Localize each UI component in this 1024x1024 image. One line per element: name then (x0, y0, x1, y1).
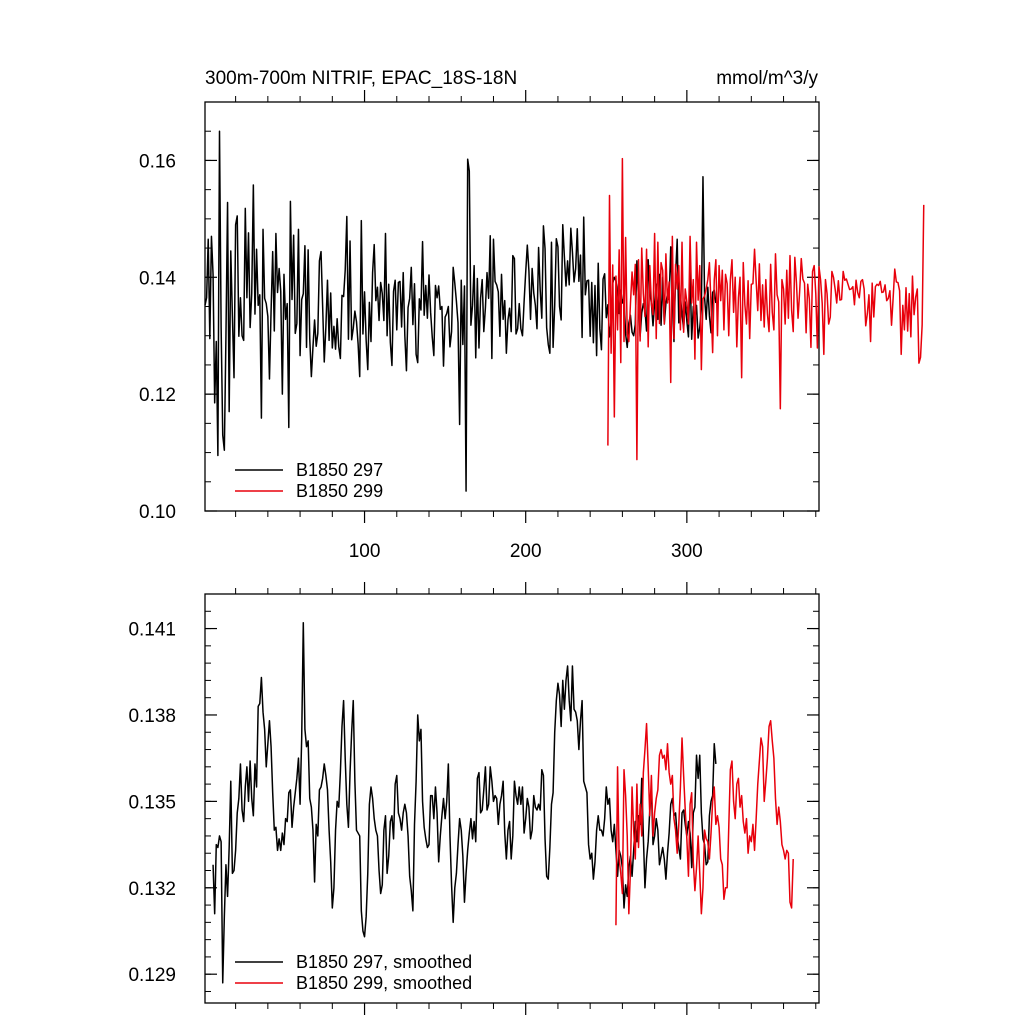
legend-label: B1850 299 (296, 481, 383, 501)
x-tick-label: 200 (510, 541, 542, 562)
legend-label: B1850 297, smoothed (296, 952, 472, 972)
y-tick-label: 0.135 (128, 792, 176, 813)
top-panel: 300m-700m NITRIF, EPAC_18S-18N mmol/m^3/… (139, 68, 925, 562)
legend: B1850 297 B1850 299 (235, 460, 383, 501)
series-line-1 (204, 130, 717, 492)
series-line-2 (607, 157, 925, 461)
y-tick-label: 0.14 (139, 268, 176, 289)
axis-ticks (205, 90, 819, 523)
legend-label: B1850 297 (296, 460, 383, 480)
y-tick-label: 0.138 (128, 706, 176, 727)
series-group (212, 622, 794, 984)
plot-frame (204, 593, 820, 1004)
series-line-1 (212, 622, 717, 984)
y-axis: 0.129 0.132 0.135 0.138 0.141 (128, 620, 176, 987)
legend-label: B1850 299, smoothed (296, 973, 472, 993)
y-tick-label: 0.12 (139, 385, 176, 406)
series-line-2 (615, 719, 794, 926)
y-tick-label: 0.132 (128, 879, 176, 900)
panel-title: 300m-700m NITRIF, EPAC_18S-18N (205, 68, 517, 89)
x-axis: 100 200 300 (349, 541, 703, 562)
y-axis: 0.10 0.12 0.14 0.16 (139, 151, 176, 523)
y-tick-label: 0.129 (128, 965, 176, 986)
x-tick-label: 100 (349, 541, 381, 562)
series-group (204, 130, 925, 492)
axis-ticks (205, 582, 819, 1015)
units-label: mmol/m^3/y (716, 68, 818, 89)
x-tick-label: 300 (671, 541, 703, 562)
y-tick-label: 0.10 (139, 502, 176, 523)
bottom-panel: 0.129 0.132 0.135 0.138 0.141 B1850 297,… (128, 582, 820, 1015)
y-tick-label: 0.141 (128, 620, 176, 641)
y-tick-label: 0.16 (139, 151, 176, 172)
legend: B1850 297, smoothed B1850 299, smoothed (235, 952, 472, 993)
